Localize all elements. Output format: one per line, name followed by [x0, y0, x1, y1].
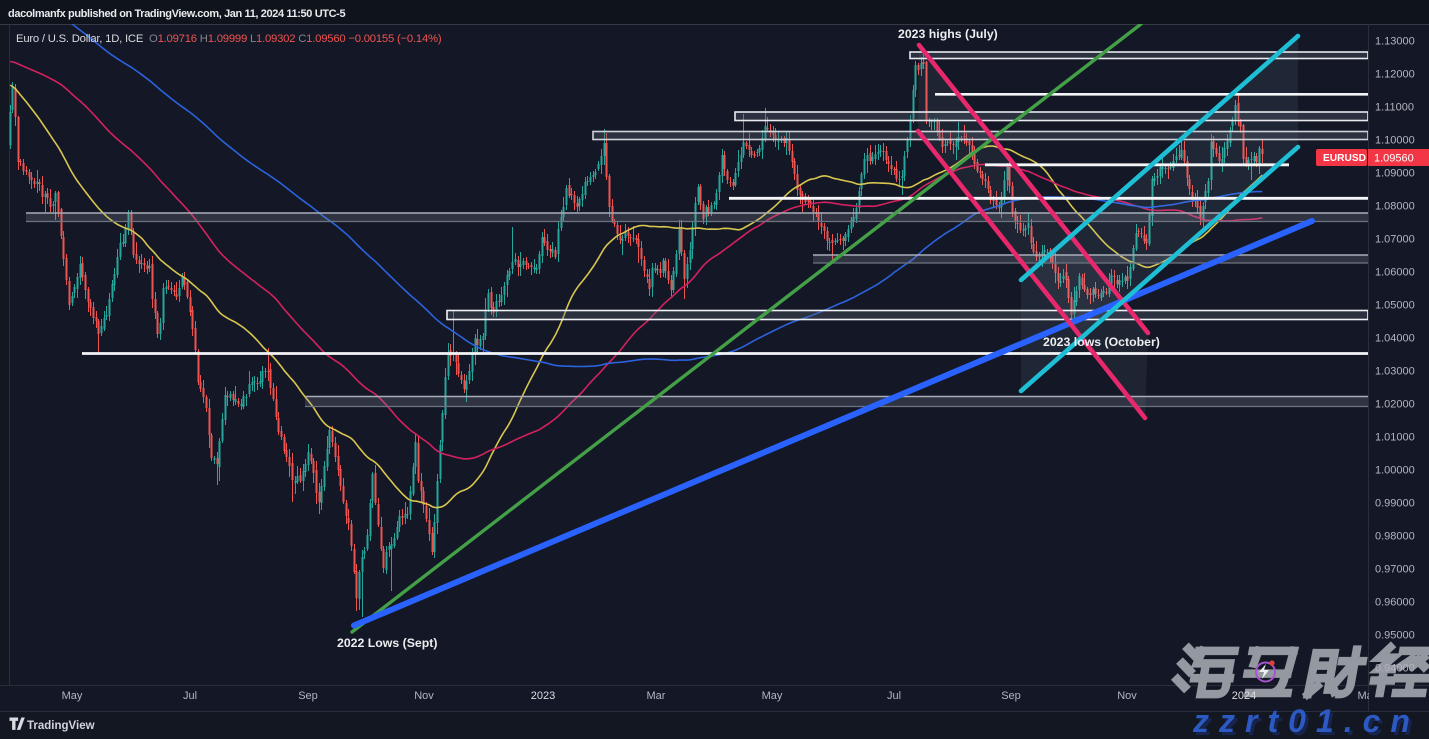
svg-text:2022 Lows (Sept): 2022 Lows (Sept): [337, 636, 437, 650]
svg-text:Jul: Jul: [887, 690, 901, 702]
svg-text:Mar: Mar: [647, 690, 666, 702]
svg-text:1.09560: 1.09560: [1374, 153, 1414, 165]
svg-text:May: May: [62, 690, 83, 702]
svg-text:2023 lows (October): 2023 lows (October): [1043, 335, 1160, 349]
svg-text:1.02000: 1.02000: [1375, 399, 1415, 411]
svg-text:0.97000: 0.97000: [1375, 564, 1415, 576]
svg-text:1.00000: 1.00000: [1375, 465, 1415, 477]
svg-text:0.96000: 0.96000: [1375, 597, 1415, 609]
svg-text:0.95000: 0.95000: [1375, 630, 1415, 642]
svg-text:1.08000: 1.08000: [1375, 201, 1415, 213]
svg-text:Nov: Nov: [414, 690, 434, 702]
svg-text:zzrt01.cn: zzrt01.cn: [1192, 703, 1420, 739]
svg-text:1.13000: 1.13000: [1375, 36, 1415, 48]
svg-text:Mar: Mar: [1358, 690, 1377, 702]
svg-text:1.10000: 1.10000: [1375, 135, 1415, 147]
svg-text:TradingView: TradingView: [27, 720, 95, 732]
svg-text:2023: 2023: [531, 690, 555, 702]
svg-text:0.99000: 0.99000: [1375, 498, 1415, 510]
svg-text:Euro / U.S. Dollar, 1D, ICE O: Euro / U.S. Dollar, 1D, ICE O1.09716 H1.…: [16, 33, 442, 45]
svg-text:EURUSD: EURUSD: [1323, 153, 1366, 164]
svg-text:1.05000: 1.05000: [1375, 300, 1415, 312]
svg-text:1.09000: 1.09000: [1375, 168, 1415, 180]
svg-text:Sep: Sep: [1001, 690, 1021, 702]
svg-text:Sep: Sep: [298, 690, 318, 702]
svg-text:2023 highs (July): 2023 highs (July): [898, 27, 998, 41]
svg-text:1.06000: 1.06000: [1375, 267, 1415, 279]
svg-text:0.98000: 0.98000: [1375, 531, 1415, 543]
svg-text:1.07000: 1.07000: [1375, 234, 1415, 246]
svg-text:1.11000: 1.11000: [1375, 102, 1414, 114]
svg-text:Nov: Nov: [1117, 690, 1137, 702]
svg-text:dacolmanfx published on Tradin: dacolmanfx published on TradingView.com,…: [8, 8, 345, 20]
svg-text:1.12000: 1.12000: [1375, 69, 1415, 81]
svg-text:1.04000: 1.04000: [1375, 333, 1415, 345]
svg-text:May: May: [762, 690, 783, 702]
svg-text:Jul: Jul: [183, 690, 197, 702]
svg-text:2024: 2024: [1232, 690, 1256, 702]
svg-text:1.03000: 1.03000: [1375, 366, 1415, 378]
svg-text:0.94000: 0.94000: [1375, 663, 1415, 675]
svg-text:1.01000: 1.01000: [1375, 432, 1415, 444]
